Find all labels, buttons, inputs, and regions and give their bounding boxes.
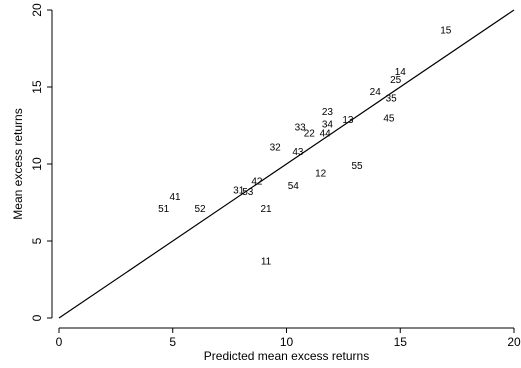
point-label-11: 11 xyxy=(261,257,272,268)
point-label-32: 32 xyxy=(270,143,282,154)
x-tick-label: 0 xyxy=(56,335,63,349)
point-label-22: 22 xyxy=(304,129,316,140)
point-label-42: 42 xyxy=(251,176,263,187)
y-tick-label: 10 xyxy=(30,157,44,171)
point-label-14: 14 xyxy=(395,67,407,78)
point-label-15: 15 xyxy=(440,26,452,37)
point-label-34: 34 xyxy=(322,119,334,130)
x-tick-label: 5 xyxy=(169,335,176,349)
point-label-51: 51 xyxy=(158,204,170,215)
point-label-23: 23 xyxy=(322,107,334,118)
point-label-21: 21 xyxy=(260,204,272,215)
45-degree-reference-line xyxy=(58,9,515,319)
y-tick-label: 0 xyxy=(30,314,44,321)
y-tick-label: 15 xyxy=(30,80,44,94)
y-tick-label: 5 xyxy=(30,237,44,244)
y-tick-label: 20 xyxy=(30,3,44,17)
point-label-25: 25 xyxy=(390,75,402,86)
x-axis-ticks: 0 5 10 15 20 xyxy=(56,328,521,349)
point-label-53: 53 xyxy=(242,187,254,198)
point-label-12: 12 xyxy=(315,169,327,180)
point-label-41: 41 xyxy=(169,192,181,203)
point-label-44: 44 xyxy=(320,129,332,140)
x-axis-title: Predicted mean excess returns xyxy=(204,349,369,363)
point-label-35: 35 xyxy=(386,93,398,104)
x-tick-label: 15 xyxy=(394,335,408,349)
point-label-31: 31 xyxy=(233,186,245,197)
point-label-54: 54 xyxy=(288,181,300,192)
x-tick-label: 20 xyxy=(507,335,521,349)
point-label-55: 55 xyxy=(351,161,363,172)
y-axis-title: Mean excess returns xyxy=(11,108,25,219)
axes xyxy=(51,10,514,329)
point-label-45: 45 xyxy=(383,113,395,124)
point-label-13: 13 xyxy=(342,115,354,126)
point-label-43: 43 xyxy=(292,147,304,158)
point-label-52: 52 xyxy=(194,204,206,215)
x-tick-label: 10 xyxy=(280,335,294,349)
y-axis-ticks: 0 5 10 15 20 xyxy=(30,3,52,321)
point-label-24: 24 xyxy=(370,87,382,98)
point-label-33: 33 xyxy=(295,123,307,134)
